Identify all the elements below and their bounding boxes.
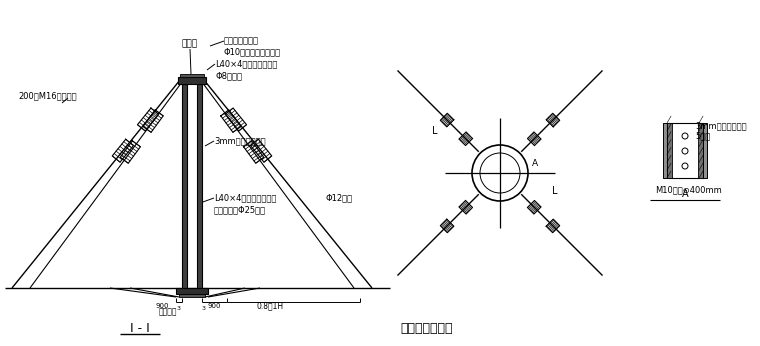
Text: 900: 900 bbox=[207, 303, 220, 309]
Bar bbox=[197, 84, 202, 288]
Bar bbox=[176, 288, 208, 294]
Text: Φ8钔丝绳: Φ8钔丝绳 bbox=[215, 72, 242, 81]
Text: Φ12地锴: Φ12地锴 bbox=[326, 193, 353, 202]
Bar bbox=[667, 123, 703, 178]
Text: 3mm厚玻璃钔模板: 3mm厚玻璃钔模板 bbox=[214, 137, 266, 146]
Text: 3mm厚玻璃钔模板: 3mm厚玻璃钔模板 bbox=[695, 121, 746, 130]
Text: I - I: I - I bbox=[130, 321, 150, 335]
Text: 5槽钔: 5槽钔 bbox=[695, 131, 711, 140]
Text: L40×4角钔圆形法兰圈: L40×4角钔圆形法兰圈 bbox=[215, 60, 277, 69]
Bar bbox=[698, 123, 703, 178]
Bar bbox=[667, 123, 672, 178]
Text: 0.8～1H: 0.8～1H bbox=[256, 301, 283, 310]
Text: 200长M16花蓝螺栓: 200长M16花蓝螺栓 bbox=[18, 91, 77, 100]
Text: 圆形钔筋定位筋: 圆形钔筋定位筋 bbox=[224, 36, 259, 46]
Text: A: A bbox=[682, 189, 689, 199]
Text: L: L bbox=[553, 186, 558, 196]
Bar bbox=[178, 77, 206, 84]
Text: L40×4角钔圆形法兰圈: L40×4角钔圆形法兰圈 bbox=[214, 193, 277, 202]
Text: 圆柱外径: 圆柱外径 bbox=[159, 308, 177, 317]
Text: M10螺栓⊙400mm: M10螺栓⊙400mm bbox=[655, 185, 722, 194]
Bar bbox=[179, 294, 205, 297]
Text: L: L bbox=[432, 126, 438, 136]
Text: 圆柱柱模安装图: 圆柱柱模安装图 bbox=[400, 321, 452, 335]
Bar bbox=[182, 84, 187, 288]
Text: A: A bbox=[532, 158, 538, 167]
Text: 3: 3 bbox=[177, 306, 181, 310]
Text: 柱主筋: 柱主筋 bbox=[182, 39, 198, 48]
Text: 可调直顶柱Φ25地锴: 可调直顶柱Φ25地锴 bbox=[214, 206, 266, 215]
Bar bbox=[703, 123, 707, 178]
Text: Φ10拉环（四个均分）: Φ10拉环（四个均分） bbox=[224, 47, 281, 56]
Text: 3: 3 bbox=[202, 306, 206, 310]
Bar bbox=[180, 74, 204, 77]
Bar bbox=[663, 123, 667, 178]
Text: 900: 900 bbox=[155, 303, 169, 309]
